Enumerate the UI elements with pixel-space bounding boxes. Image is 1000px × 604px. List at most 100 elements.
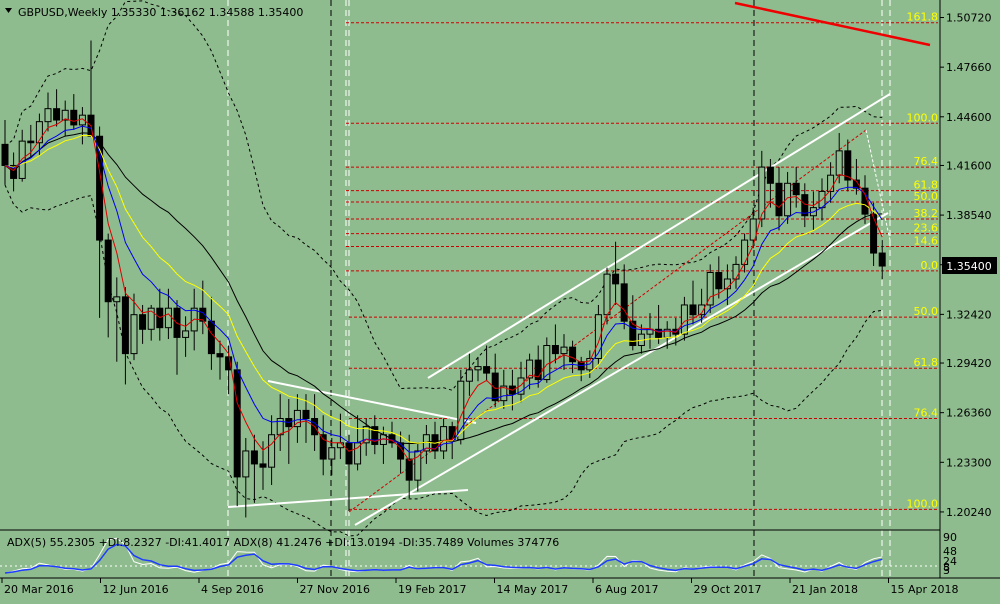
candles-layer[interactable] <box>1 40 886 518</box>
adx-scale-label: 24 <box>943 555 957 568</box>
candle-body[interactable] <box>878 252 886 267</box>
candle-body[interactable] <box>732 263 740 280</box>
candle-body[interactable] <box>560 346 568 355</box>
adx-blue-line <box>4 543 883 574</box>
candle-body[interactable] <box>362 426 370 444</box>
candle-body[interactable] <box>844 150 852 181</box>
candle-body[interactable] <box>569 346 577 363</box>
candle-body[interactable] <box>620 283 628 322</box>
candle-body[interactable] <box>758 166 766 220</box>
candle-body[interactable] <box>139 314 147 330</box>
candle-body[interactable] <box>371 426 379 445</box>
candle-body[interactable] <box>870 213 878 254</box>
candle-body[interactable] <box>689 304 697 316</box>
candle-body[interactable] <box>259 463 267 468</box>
channel-upper-line <box>427 93 891 379</box>
candle-body[interactable] <box>775 182 783 217</box>
candle-body[interactable] <box>741 239 749 265</box>
candle-body[interactable] <box>474 366 482 371</box>
candle-body[interactable] <box>801 194 809 217</box>
candle-body[interactable] <box>784 182 792 217</box>
candle-body[interactable] <box>629 320 637 347</box>
candle-body[interactable] <box>130 314 138 355</box>
candle-body[interactable] <box>302 409 310 420</box>
candle-body[interactable] <box>715 272 723 290</box>
candle-body[interactable] <box>491 372 499 402</box>
x-tick-label: 20 Mar 2016 <box>4 583 74 596</box>
candle-body[interactable] <box>70 109 78 126</box>
candle-body[interactable] <box>27 140 35 144</box>
candle-body[interactable] <box>182 330 190 338</box>
x-tick-label: 21 Jan 2018 <box>792 583 858 596</box>
candle-body[interactable] <box>1 143 9 166</box>
candle-body[interactable] <box>147 307 155 330</box>
resistance-trendline <box>734 1 931 47</box>
x-tick-label: 19 Feb 2017 <box>398 583 466 596</box>
y-tick-label: 1.41600 <box>946 159 992 172</box>
x-tick-label: 4 Sep 2016 <box>201 583 264 596</box>
x-tick-label: 14 May 2017 <box>497 583 569 596</box>
candle-body[interactable] <box>594 314 602 359</box>
fibonacci-label: 100.0 <box>907 497 939 510</box>
y-tick-label: 1.32420 <box>946 308 992 321</box>
candle-body[interactable] <box>706 272 714 306</box>
candle-body[interactable] <box>483 366 491 374</box>
candle-body[interactable] <box>113 296 121 303</box>
candle-body[interactable] <box>293 409 301 428</box>
candle-body[interactable] <box>345 442 353 465</box>
candle-body[interactable] <box>233 369 241 478</box>
y-tick-label: 1.50720 <box>946 12 992 25</box>
candle-body[interactable] <box>440 426 448 452</box>
candle-body[interactable] <box>766 166 774 184</box>
candle-body[interactable] <box>465 369 473 382</box>
candle-body[interactable] <box>35 121 43 144</box>
candle-body[interactable] <box>405 458 413 481</box>
y-tick-label: 1.47660 <box>946 61 992 74</box>
candle-body[interactable] <box>680 304 688 335</box>
y-tick-label: 1.26360 <box>946 407 992 420</box>
fibonacci-label: 23.6 <box>914 222 939 235</box>
symbol-header: GBPUSD,Weekly 1.35330 1.36162 1.34588 1.… <box>18 6 303 19</box>
candle-body[interactable] <box>268 434 276 468</box>
menu-triangle-icon[interactable] <box>5 8 12 13</box>
candle-body[interactable] <box>414 450 422 481</box>
fibonacci-label: 50.0 <box>914 190 939 203</box>
candle-body[interactable] <box>517 377 525 395</box>
x-tick-label: 27 Nov 2016 <box>300 583 370 596</box>
candle-body[interactable] <box>199 307 207 322</box>
candle-body[interactable] <box>164 307 172 329</box>
candle-body[interactable] <box>835 150 843 176</box>
fibonacci-label: 100.0 <box>907 111 939 124</box>
candle-body[interactable] <box>61 109 69 121</box>
candle-body[interactable] <box>242 450 250 478</box>
candle-body[interactable] <box>612 273 620 285</box>
candle-body[interactable] <box>104 239 112 303</box>
candle-body[interactable] <box>319 434 327 460</box>
x-tick-label: 12 Jun 2016 <box>103 583 169 596</box>
candle-body[interactable] <box>216 353 224 358</box>
x-tick-label: 15 Apr 2018 <box>891 583 959 596</box>
y-tick-label: 1.44600 <box>946 111 992 124</box>
candle-body[interactable] <box>551 345 559 355</box>
candle-body[interactable] <box>207 320 215 355</box>
candle-body[interactable] <box>121 296 129 355</box>
candle-body[interactable] <box>534 359 542 381</box>
candle-body[interactable] <box>852 179 860 189</box>
candle-body[interactable] <box>250 450 258 465</box>
candle-body[interactable] <box>603 273 611 316</box>
candle-body[interactable] <box>225 356 233 371</box>
candle-body[interactable] <box>655 328 663 338</box>
candle-body[interactable] <box>749 218 757 241</box>
candle-body[interactable] <box>792 182 800 196</box>
candle-body[interactable] <box>276 418 284 436</box>
candle-body[interactable] <box>328 447 336 460</box>
candle-body[interactable] <box>44 108 52 123</box>
candle-body[interactable] <box>18 140 26 179</box>
candle-body[interactable] <box>698 304 706 316</box>
candle-body[interactable] <box>526 359 534 379</box>
candle-body[interactable] <box>53 108 61 121</box>
candle-body[interactable] <box>500 385 508 402</box>
candle-body[interactable] <box>827 174 835 192</box>
